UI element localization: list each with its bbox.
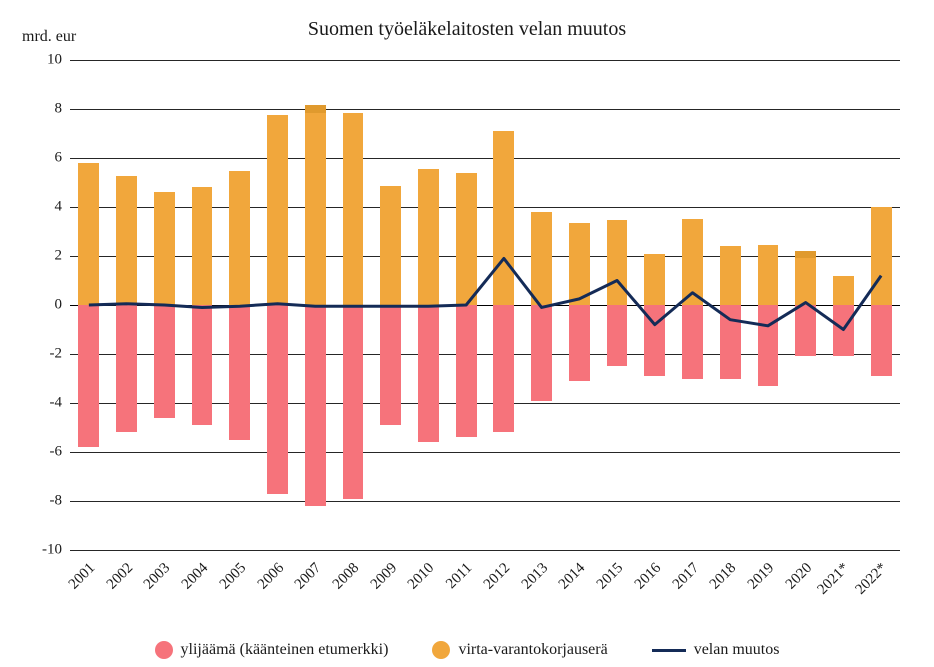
x-tick-label: 2014	[556, 560, 589, 593]
y-tick-label: 0	[55, 297, 63, 314]
x-tick-label: 2011	[443, 560, 476, 593]
x-tick-label: 2018	[707, 560, 740, 593]
x-tick-label: 2010	[405, 560, 438, 593]
x-tick-label: 2021*	[815, 560, 854, 599]
x-tick-label: 2002	[103, 560, 136, 593]
legend-swatch-circle	[155, 641, 173, 659]
x-tick-label: 2012	[481, 560, 514, 593]
x-tick-label: 2005	[217, 560, 250, 593]
x-labels-layer: 2001200220032004200520062007200820092010…	[70, 60, 900, 550]
x-tick-label: 2009	[367, 560, 400, 593]
legend-swatch-circle	[432, 641, 450, 659]
y-tick-label: 10	[47, 52, 62, 69]
y-tick-label: 8	[55, 101, 63, 118]
x-tick-label: 2004	[179, 560, 212, 593]
legend-item: velan muutos	[652, 641, 780, 659]
y-tick-label: -4	[50, 395, 63, 412]
x-tick-label: 2006	[254, 560, 287, 593]
legend-label: virta-varantokorjauserä	[458, 641, 607, 659]
legend-swatch-line	[652, 649, 686, 652]
legend-label: velan muutos	[694, 641, 780, 659]
y-tick-label: -6	[50, 444, 63, 461]
gridline	[70, 550, 900, 551]
x-tick-label: 2007	[292, 560, 325, 593]
y-tick-label: 4	[55, 199, 63, 216]
x-tick-label: 2020	[782, 560, 815, 593]
x-tick-label: 2003	[141, 560, 174, 593]
x-tick-label: 2017	[669, 560, 702, 593]
x-tick-label: 2022*	[853, 560, 892, 599]
x-tick-label: 2016	[632, 560, 665, 593]
legend-item: virta-varantokorjauserä	[432, 641, 607, 659]
y-tick-label: -2	[50, 346, 63, 363]
y-tick-label: 2	[55, 248, 63, 265]
chart-container: Suomen työeläkelaitosten velan muutos mr…	[0, 0, 934, 667]
x-tick-label: 2019	[745, 560, 778, 593]
x-tick-label: 2001	[66, 560, 99, 593]
legend-label: ylijäämä (käänteinen etumerkki)	[181, 641, 389, 659]
y-axis-title: mrd. eur	[22, 28, 76, 46]
x-tick-label: 2015	[594, 560, 627, 593]
chart-title: Suomen työeläkelaitosten velan muutos	[0, 18, 934, 41]
x-tick-label: 2008	[330, 560, 363, 593]
plot-area: 1086420-2-4-6-8-10 200120022003200420052…	[70, 60, 900, 550]
y-tick-label: -10	[42, 542, 62, 559]
y-tick-label: -8	[50, 493, 63, 510]
x-tick-label: 2013	[518, 560, 551, 593]
legend: ylijäämä (käänteinen etumerkki) virta-var…	[0, 641, 934, 659]
legend-item: ylijäämä (käänteinen etumerkki)	[155, 641, 389, 659]
y-tick-label: 6	[55, 150, 63, 167]
